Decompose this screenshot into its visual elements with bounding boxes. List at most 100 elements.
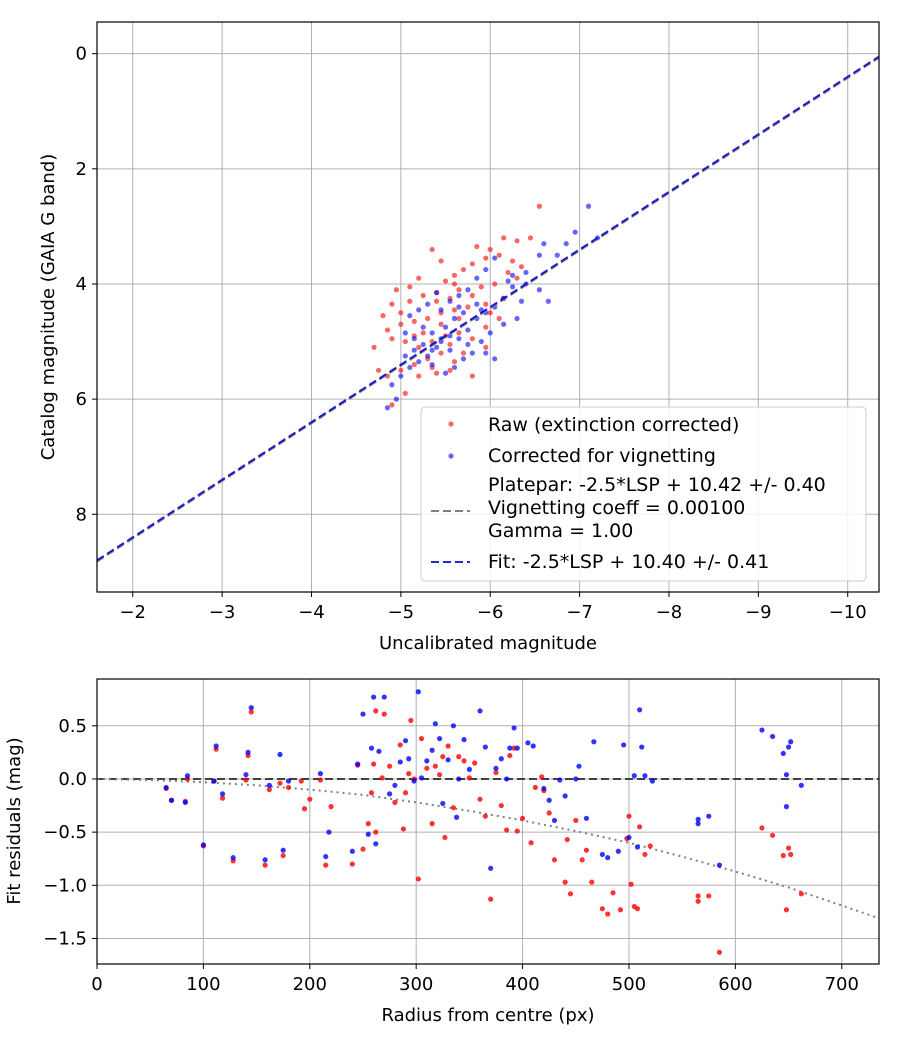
- corrected-point: [432, 721, 438, 727]
- corrected-point: [504, 776, 510, 782]
- raw-point: [564, 836, 570, 843]
- corrected-point: [442, 324, 449, 330]
- corrected-point: [599, 851, 605, 858]
- x-tick-label: 500: [612, 974, 646, 995]
- raw-point: [445, 743, 451, 749]
- raw-point: [451, 307, 458, 313]
- y-tick-label: 0.0: [58, 769, 87, 790]
- corrected-point: [445, 757, 451, 763]
- x-tick-label: −4: [298, 602, 325, 623]
- corrected-point: [447, 333, 453, 339]
- raw-point: [460, 350, 467, 356]
- raw-point: [442, 278, 449, 284]
- raw-point: [381, 711, 387, 717]
- corrected-point: [466, 766, 472, 772]
- corrected-point: [451, 315, 458, 322]
- corrected-point: [317, 771, 324, 777]
- raw-point: [610, 890, 616, 896]
- corrected-point: [572, 229, 578, 235]
- x-tick-label: 300: [399, 974, 433, 995]
- y-tick-label: 0: [76, 44, 87, 65]
- raw-point: [373, 829, 379, 835]
- corrected-point: [474, 301, 480, 307]
- raw-point: [798, 891, 804, 897]
- raw-point: [262, 862, 268, 868]
- x-tick-label: 200: [293, 974, 327, 995]
- raw-point: [783, 907, 790, 913]
- raw-point: [469, 336, 475, 342]
- corrected-point: [456, 336, 462, 342]
- raw-point: [472, 760, 478, 766]
- raw-point: [266, 786, 272, 793]
- x-tick-label: 400: [505, 974, 539, 995]
- raw-point: [438, 350, 444, 356]
- bottom-chart-panel: 0 100 200 300 400 500 600 700 −1.5 −1.0 −0.5 0.0 0.5…: [4, 678, 880, 1026]
- raw-point: [406, 771, 412, 777]
- legend-corrected-marker: [448, 453, 454, 459]
- corrected-point: [384, 405, 391, 411]
- raw-point: [442, 834, 448, 841]
- raw-point: [546, 810, 552, 816]
- corrected-point: [323, 853, 329, 860]
- corrected-point: [573, 776, 579, 782]
- raw-point: [519, 815, 526, 821]
- raw-point: [642, 851, 648, 858]
- raw-point: [509, 258, 516, 264]
- corrected-point: [518, 298, 525, 304]
- x-tick-label: −8: [656, 602, 683, 623]
- corrected-point: [429, 330, 435, 336]
- corrected-point: [492, 255, 498, 261]
- corrected-point: [465, 287, 471, 293]
- raw-point: [434, 298, 440, 304]
- corrected-point: [447, 298, 453, 304]
- corrected-point: [525, 740, 531, 746]
- corrected-point: [418, 775, 425, 781]
- corrected-point: [514, 745, 520, 751]
- corrected-point: [474, 275, 480, 281]
- raw-point: [488, 896, 494, 902]
- corrected-point: [425, 301, 431, 307]
- raw-point: [487, 246, 493, 253]
- corrected-point: [509, 272, 516, 278]
- corrected-point: [456, 292, 462, 299]
- raw-point: [514, 275, 520, 281]
- corrected-point: [425, 353, 431, 359]
- raw-point: [507, 752, 513, 759]
- raw-point: [628, 881, 634, 887]
- legend-raw-label: Raw (extinction corrected): [488, 414, 739, 436]
- corrected-point: [368, 745, 375, 751]
- corrected-point: [562, 793, 568, 799]
- x-tick-label: −6: [477, 602, 504, 623]
- corrected-point: [583, 815, 590, 821]
- corrected-point: [360, 711, 366, 717]
- raw-point: [280, 852, 286, 859]
- raw-point: [695, 898, 701, 904]
- raw-point: [373, 708, 379, 714]
- raw-point: [514, 828, 520, 834]
- raw-point: [368, 790, 375, 796]
- legend: Raw (extinction corrected) Corrected for…: [420, 406, 867, 582]
- corrected-point: [505, 278, 511, 284]
- raw-point: [432, 763, 438, 769]
- raw-point: [398, 321, 404, 327]
- top-scatter-points: [97, 55, 879, 563]
- raw-point: [438, 321, 444, 327]
- raw-point: [408, 717, 414, 724]
- raw-point: [424, 765, 430, 771]
- raw-point: [647, 843, 653, 849]
- raw-point: [456, 287, 462, 293]
- corrected-point: [460, 356, 467, 362]
- raw-point: [482, 813, 488, 819]
- raw-point: [285, 784, 292, 791]
- raw-point: [599, 906, 605, 912]
- raw-point: [505, 269, 511, 276]
- corrected-point: [465, 341, 471, 348]
- corrected-point: [783, 804, 790, 810]
- raw-point: [429, 246, 435, 253]
- corrected-point: [450, 723, 457, 729]
- raw-point: [400, 826, 407, 832]
- raw-point: [402, 338, 408, 345]
- raw-point: [469, 292, 475, 299]
- corrected-point: [398, 373, 404, 379]
